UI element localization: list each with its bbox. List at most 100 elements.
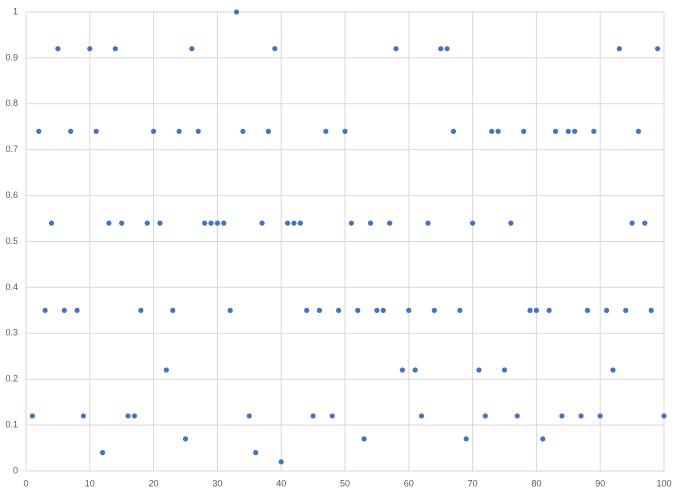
- point: [278, 459, 284, 465]
- point: [444, 46, 450, 52]
- point: [74, 307, 80, 313]
- point: [393, 46, 399, 52]
- point: [533, 307, 540, 313]
- point: [438, 46, 444, 52]
- point: [540, 436, 546, 442]
- point: [616, 46, 622, 52]
- point: [157, 220, 163, 226]
- point: [572, 128, 578, 134]
- point: [374, 307, 380, 313]
- point: [361, 436, 367, 442]
- point: [163, 367, 169, 373]
- x-tick-label: 20: [149, 478, 159, 488]
- point: [501, 367, 508, 373]
- x-tick-label: 10: [85, 478, 95, 488]
- x-tick-label: 0: [23, 478, 28, 488]
- point: [48, 220, 55, 226]
- point: [431, 307, 437, 313]
- point: [655, 46, 661, 52]
- x-tick-label: 50: [340, 478, 350, 488]
- point: [176, 128, 182, 134]
- point: [87, 46, 93, 52]
- point: [259, 220, 265, 226]
- point: [552, 128, 559, 134]
- point: [112, 46, 118, 52]
- y-tick-label: 0.9: [5, 52, 18, 62]
- point: [253, 450, 259, 456]
- point: [336, 307, 342, 313]
- point: [399, 367, 406, 373]
- y-tick-label: 0.5: [5, 236, 18, 246]
- point: [584, 307, 591, 313]
- point: [304, 307, 310, 313]
- point: [240, 128, 246, 134]
- point: [629, 220, 635, 226]
- point: [119, 220, 125, 226]
- point: [476, 367, 482, 373]
- point: [342, 128, 348, 134]
- point: [527, 307, 533, 313]
- point: [482, 413, 488, 419]
- point: [170, 307, 176, 313]
- point: [227, 307, 233, 313]
- point: [93, 128, 99, 134]
- point: [463, 436, 469, 442]
- point: [106, 220, 112, 226]
- point: [144, 220, 150, 226]
- point: [418, 413, 425, 419]
- point: [68, 128, 74, 134]
- point: [151, 128, 157, 134]
- x-tick-label: 30: [212, 478, 222, 488]
- point: [348, 220, 354, 226]
- point: [99, 450, 106, 456]
- point: [195, 128, 201, 134]
- point: [36, 128, 42, 134]
- point: [42, 307, 48, 313]
- point: [565, 128, 571, 134]
- x-tick-label: 60: [404, 478, 414, 488]
- point: [457, 307, 463, 313]
- point: [310, 413, 316, 419]
- point: [514, 413, 520, 419]
- point: [131, 413, 138, 419]
- point: [597, 413, 603, 419]
- point: [648, 307, 654, 313]
- y-tick-label: 0.3: [5, 328, 18, 338]
- point: [578, 413, 584, 419]
- x-tick-label: 40: [276, 478, 286, 488]
- point: [284, 220, 291, 226]
- point: [355, 307, 361, 313]
- point: [125, 413, 131, 419]
- y-tick-label: 0: [13, 465, 18, 475]
- point: [450, 128, 457, 134]
- y-tick-label: 0.1: [5, 419, 18, 429]
- point: [412, 367, 418, 373]
- point: [233, 9, 240, 15]
- point: [521, 128, 527, 134]
- point: [265, 128, 272, 134]
- point: [546, 307, 552, 313]
- point: [425, 220, 431, 226]
- point: [642, 220, 648, 226]
- point: [208, 220, 214, 226]
- y-tick-label: 0.4: [5, 282, 18, 292]
- point: [246, 413, 252, 419]
- point: [80, 413, 87, 419]
- point: [221, 220, 227, 226]
- point: [61, 307, 67, 313]
- point: [55, 46, 61, 52]
- point: [489, 128, 495, 134]
- x-tick-label: 90: [595, 478, 605, 488]
- point: [367, 220, 374, 226]
- point: [182, 436, 189, 442]
- point: [635, 128, 642, 134]
- point: [272, 46, 278, 52]
- point: [387, 220, 393, 226]
- point: [316, 307, 323, 313]
- y-tick-label: 0.6: [5, 190, 18, 200]
- x-tick-label: 100: [656, 478, 671, 488]
- point: [610, 367, 616, 373]
- y-tick-label: 0.2: [5, 374, 18, 384]
- point: [559, 413, 565, 419]
